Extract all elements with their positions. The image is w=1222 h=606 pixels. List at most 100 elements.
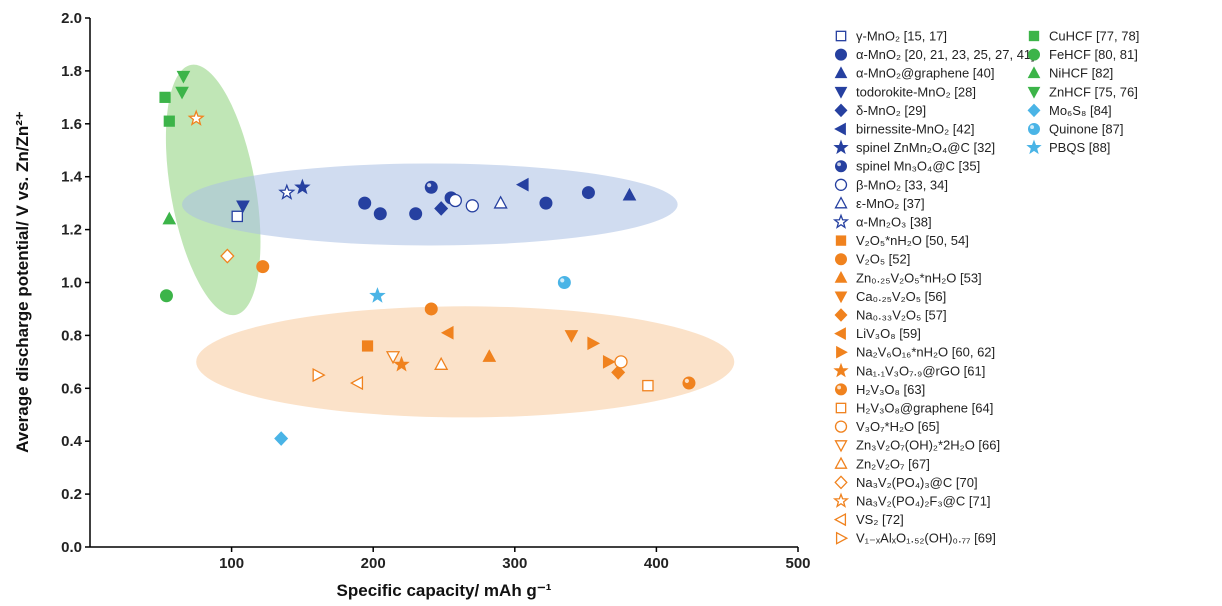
x-tick-label: 500 xyxy=(785,555,810,572)
data-point-cuhcf-77-78 xyxy=(163,115,175,127)
legend-marker-spinel-znmn2o4-c-32 xyxy=(833,139,849,155)
legend-marker-na3v2-po4-3-c-70 xyxy=(834,475,848,490)
data-point-zn0-25v2o5-nh2o-53 xyxy=(482,349,497,362)
legend-label-na0-33v2o5-57: Na₀.₃₃V₂O₅ [57] xyxy=(856,308,947,323)
data-point-na1-1v3o7-9-rgo-61 xyxy=(393,355,410,372)
legend-label-todorokite-mno2-28: todorokite-MnO₂ [28] xyxy=(856,84,976,99)
data-point-na0-33v2o5-57 xyxy=(611,365,626,380)
y-tick-label: 0.0 xyxy=(61,539,82,556)
legend-label-quinone-87: Quinone [87] xyxy=(1049,122,1123,137)
legend-marker-na3v2-po4-2f3-c-71 xyxy=(832,492,850,508)
y-tick-label: 1.0 xyxy=(61,275,82,292)
y-axis-title: Average discharge potential/ V vs. Zn/Zn… xyxy=(13,111,32,453)
region-ellipse-3 xyxy=(196,306,735,418)
legend-label-mn2o3-38: α-Mn₂O₃ [38] xyxy=(856,215,932,230)
legend-label-na3v2-po4-3-c-70: Na₃V₂(PO₄)₃@C [70] xyxy=(856,475,978,490)
data-point-nihcf-82 xyxy=(162,211,177,225)
data-point-na2v6o16-nh2o-60-62 xyxy=(587,336,601,351)
legend-label-mno2-graphene-40: α-MnO₂@graphene [40] xyxy=(856,66,995,81)
data-point-v2o5-52 xyxy=(256,260,270,274)
legend-marker-zn0-25v2o5-nh2o-53 xyxy=(834,270,848,283)
data-point-h2v3o8-63 xyxy=(682,376,696,390)
data-point-spinel-mn3o4-c-35 xyxy=(424,180,438,194)
legend-marker-mno2-29 xyxy=(834,103,848,118)
legend-label-nihcf-82: NiHCF [82] xyxy=(1049,66,1113,81)
legend-label-mno2-20-21-23-25-27-41: α-MnO₂ [20, 21, 23, 25, 27, 41] xyxy=(856,47,1035,62)
legend-label-na1-1v3o7-9-rgo-61: Na₁.₁V₃O₇.₉@rGO [61] xyxy=(856,363,985,378)
data-point-zn3v2o7-oh-2-2h2o-66 xyxy=(385,351,401,365)
y-tick-label: 1.8 xyxy=(61,63,82,80)
x-tick-label: 200 xyxy=(361,555,386,572)
legend-label-zn2v2o7-67: Zn₂V₂O₇ [67] xyxy=(856,456,930,471)
legend-label-fehcf-80-81: FeHCF [80, 81] xyxy=(1049,47,1138,62)
legend-label-znhcf-75-76: ZnHCF [75, 76] xyxy=(1049,84,1138,99)
data-point-v2o5-nh2o-50-54 xyxy=(361,340,374,352)
legend-marker-zn2v2o7-67 xyxy=(834,456,848,469)
data-point-mno2-33-34 xyxy=(448,193,462,208)
data-point-liv3o8-59 xyxy=(440,325,454,340)
data-point-mno2-15-17 xyxy=(231,210,244,223)
legend-label-mno2-33-34: β-MnO₂ [33, 34] xyxy=(856,177,948,192)
legend-marker-ca0-25v2o5-56 xyxy=(834,291,848,304)
data-point-mno2-20-21-23-25-27-41 xyxy=(358,196,372,210)
data-point-v3o7-h2o-65 xyxy=(614,355,628,369)
legend-marker-na1-1v3o7-9-rgo-61 xyxy=(833,362,849,378)
legend-label-spinel-znmn2o4-c-32: spinel ZnMn₂O₄@C [32] xyxy=(856,140,995,155)
data-points xyxy=(159,70,696,446)
legend-marker-v2o5-52 xyxy=(835,253,847,266)
data-point-mno2-20-21-23-25-27-41 xyxy=(539,196,553,210)
data-point-mno2-37 xyxy=(493,195,508,209)
legend-marker-h2v3o8-graphene-64 xyxy=(835,402,847,414)
data-point-zn2v2o7-67 xyxy=(434,356,449,370)
legend-label-v2o5-nh2o-50-54: V₂O₅*nH₂O [50, 54] xyxy=(856,233,969,248)
x-axis-title: Specific capacity/ mAh g⁻¹ xyxy=(337,581,552,600)
legend-label-v1-xalxo1-52-oh-0-77-69: V₁₋ₓAlₓO₁.₅₂(OH)₀.₇₇ [69] xyxy=(856,531,996,546)
data-point-mno2-33-34 xyxy=(465,199,479,213)
data-point-mno2-20-21-23-25-27-41 xyxy=(409,207,423,221)
legend-label-vs2-72: VS₂ [72] xyxy=(856,512,904,527)
data-point-mno2-20-21-23-25-27-41 xyxy=(581,186,595,200)
legend-label-v3o7-h2o-65: V₃O₇*H₂O [65] xyxy=(856,419,939,434)
data-point-v2o5-52 xyxy=(424,302,438,316)
x-tick-label: 400 xyxy=(644,555,669,572)
data-point-znhcf-75-76 xyxy=(175,86,189,100)
data-point-mn2o3-38 xyxy=(278,183,296,200)
legend-label-cuhcf-77-78: CuHCF [77, 78] xyxy=(1049,29,1139,44)
legend-marker-fehcf-80-81 xyxy=(1028,48,1040,61)
data-point-na3v2-po4-3-c-70 xyxy=(220,248,235,264)
data-point-ca0-25v2o5-56 xyxy=(564,330,579,343)
y-tick-label: 0.4 xyxy=(61,433,83,450)
legend-marker-mno2-graphene-40 xyxy=(834,66,848,79)
data-point-quinone-87 xyxy=(557,276,571,289)
y-tick-label: 1.4 xyxy=(61,169,83,186)
y-tick-label: 0.6 xyxy=(61,380,82,397)
legend-label-spinel-mn3o4-c-35: spinel Mn₃O₄@C [35] xyxy=(856,159,980,174)
data-point-mno2-20-21-23-25-27-41 xyxy=(373,207,387,221)
legend-marker-mn2o3-38 xyxy=(832,213,850,229)
legend-label-liv3o8-59: LiV₃O₈ [59] xyxy=(856,326,921,341)
legend-label-h2v3o8-graphene-64: H₂V₃O₈@graphene [64] xyxy=(856,401,993,416)
region-ellipses xyxy=(165,64,735,418)
legend-marker-todorokite-mno2-28 xyxy=(834,86,848,99)
x-tick-label: 300 xyxy=(502,555,527,572)
legend-marker-spinel-mn3o4-c-35 xyxy=(835,160,847,173)
data-point-birnessite-mno2-42 xyxy=(515,177,529,192)
y-tick-label: 0.2 xyxy=(61,486,82,503)
legend-marker-h2v3o8-63 xyxy=(835,383,847,396)
data-point-fehcf-80-81 xyxy=(159,289,173,303)
legend-label-mo6s8-84: Mo₆S₈ [84] xyxy=(1049,103,1112,118)
data-point-mo6s8-84 xyxy=(274,431,289,446)
legend-marker-liv3o8-59 xyxy=(834,327,846,340)
data-point-vs2-72 xyxy=(349,375,364,391)
region-ellipse-2 xyxy=(182,163,678,246)
tick-marks: 0.0 0.2 0.4 0.6 0.8 1.0 1.2 1.4 1.6 1.8 2.0 100 200 3… xyxy=(61,10,810,572)
legend-marker-mno2-33-34 xyxy=(834,178,848,191)
data-point-todorokite-mno2-28 xyxy=(236,200,250,214)
data-point-mno2-graphene-40 xyxy=(622,187,637,201)
legend-marker-vs2-72 xyxy=(833,513,847,527)
legend-label-pbqs-88: PBQS [88] xyxy=(1049,140,1110,155)
legend-marker-mo6s8-84 xyxy=(1027,103,1041,118)
legend-marker-mno2-20-21-23-25-27-41 xyxy=(835,48,847,61)
legend-label-na3v2-po4-2f3-c-71: Na₃V₂(PO₄)₂F₃@C [71] xyxy=(856,494,991,509)
